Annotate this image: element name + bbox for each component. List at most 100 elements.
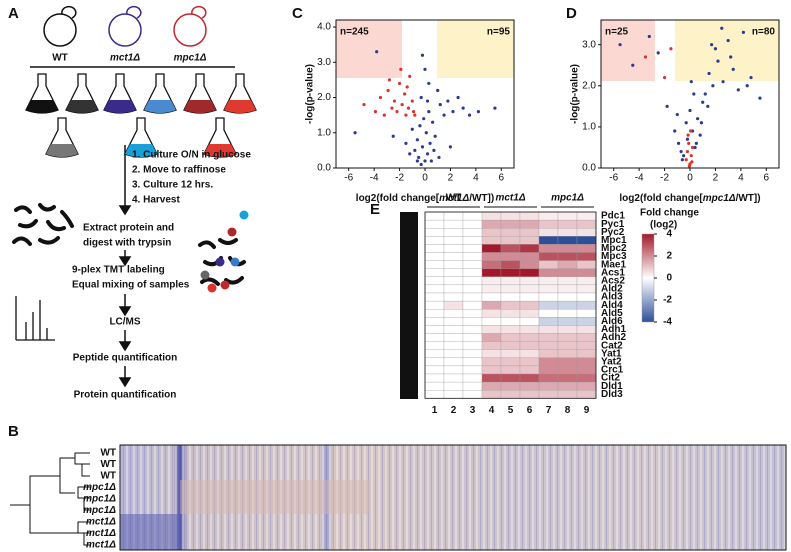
tmt-tags <box>200 210 249 293</box>
column-label: 1 <box>432 405 438 416</box>
point <box>493 106 497 110</box>
heat-cell <box>519 284 540 294</box>
point <box>419 162 423 167</box>
point <box>686 133 690 137</box>
point <box>706 104 710 108</box>
heat-cell <box>538 244 559 253</box>
point <box>476 110 480 114</box>
heat-cell <box>424 211 445 221</box>
panel-letter: D <box>566 5 577 22</box>
y-tick-label: 1.0 <box>317 127 331 138</box>
cluster-block <box>120 514 180 550</box>
heat-cell <box>481 373 502 383</box>
point <box>400 102 404 107</box>
heat-cell <box>481 390 502 399</box>
heat-cell <box>538 357 559 367</box>
heat-cell <box>557 252 578 261</box>
point <box>423 159 427 163</box>
x-axis-label: log2(fold change[mct1Δ/WT]) <box>356 193 494 204</box>
heat-cell <box>557 309 578 318</box>
heat-cell <box>462 236 483 245</box>
stage: Protein quantification <box>74 390 177 401</box>
arrows <box>30 66 235 388</box>
heat-cell <box>481 333 502 342</box>
heat-cell <box>576 349 597 358</box>
gene-label: Cat2 <box>601 340 623 351</box>
point <box>413 113 417 117</box>
heat-cell <box>576 357 597 367</box>
gene-label: Ald5 <box>601 308 623 319</box>
point <box>676 141 681 145</box>
heat-cell <box>481 219 502 229</box>
point <box>413 148 417 152</box>
heat-cell <box>519 309 540 318</box>
heat-cell <box>538 309 559 318</box>
point <box>427 81 431 86</box>
colorbar-label: 2 <box>666 251 672 262</box>
point <box>684 121 688 125</box>
heat-cell <box>576 260 597 269</box>
yeast-cell <box>108 5 142 47</box>
step: 4. Harvest <box>132 195 180 206</box>
colorbar-label: -2 <box>663 295 672 306</box>
heat-cell <box>443 268 464 277</box>
heat-cell <box>557 276 578 286</box>
strain-label: mpc1Δ <box>174 53 207 64</box>
spectrum-icon <box>15 296 55 341</box>
heat-cell <box>576 325 597 334</box>
heat-cell <box>481 341 502 350</box>
heat-cell <box>443 300 464 310</box>
heat-cell <box>481 365 502 375</box>
heat-cell <box>557 300 578 310</box>
point <box>696 117 700 121</box>
heat-cell <box>481 309 502 318</box>
heat-cell <box>462 325 483 334</box>
point <box>698 133 702 137</box>
annotation: n=95 <box>487 27 511 38</box>
heat-cell <box>424 373 445 383</box>
heat-cell <box>481 252 502 261</box>
gene-label: Adh1 <box>601 324 626 335</box>
point <box>378 95 383 100</box>
heat-cell <box>557 365 578 375</box>
heat-cell <box>462 300 483 310</box>
y-axis-label: -log(p-value) <box>570 64 581 124</box>
y-tick-label: 2.0 <box>582 80 596 91</box>
heat-cell <box>576 284 597 294</box>
heat-cell <box>424 365 445 375</box>
heat-cell <box>424 228 445 237</box>
point <box>690 160 694 164</box>
heat-cell <box>443 284 464 294</box>
gene-label: Pyc1 <box>601 219 625 230</box>
heat-cell <box>500 333 521 342</box>
heat-cell <box>538 268 559 277</box>
y-tick-label: 1.0 <box>582 122 596 133</box>
point <box>415 138 419 142</box>
heat-cell <box>424 357 445 367</box>
x-tick-label: 4 <box>738 173 744 184</box>
point <box>420 53 425 57</box>
point <box>411 110 416 114</box>
heat-cell <box>557 292 578 302</box>
heat-cell <box>443 373 464 383</box>
heat-cell <box>519 333 540 342</box>
stage: Equal mixing of samples <box>72 280 190 291</box>
gene-label: Dld3 <box>601 389 623 400</box>
heat-cell <box>576 211 597 221</box>
point <box>405 85 409 89</box>
group-label: WT <box>446 193 462 204</box>
point <box>682 154 686 158</box>
heat-cell <box>443 260 464 269</box>
heat-cell <box>557 390 578 399</box>
point <box>618 43 622 47</box>
heat-cell <box>481 244 502 253</box>
heat-cell <box>443 390 464 399</box>
point <box>689 80 693 84</box>
colorbar <box>641 233 655 323</box>
heat-cell <box>462 333 483 342</box>
point <box>673 129 677 133</box>
point <box>461 106 465 110</box>
heat-cell <box>519 341 540 350</box>
heat-cell <box>519 381 540 391</box>
